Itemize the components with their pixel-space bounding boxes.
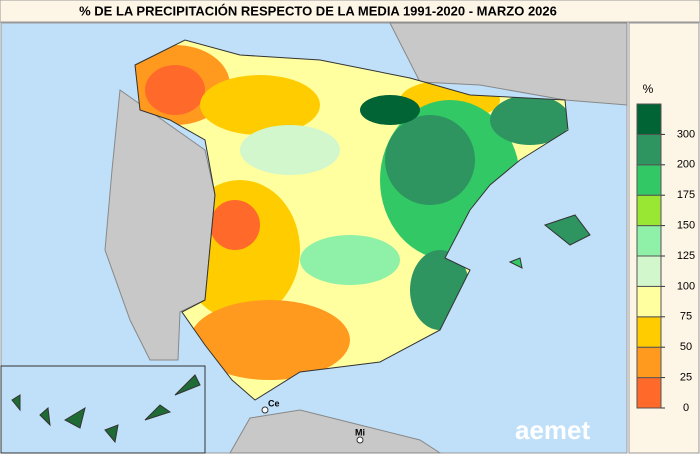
canary-inset [0, 365, 206, 454]
region [240, 125, 340, 175]
legend-swatch [636, 255, 662, 287]
legend-swatch [636, 164, 662, 196]
region [210, 200, 260, 250]
legend-tick-label: 100 [677, 280, 695, 292]
place-label: Mi [355, 427, 365, 437]
region [490, 95, 568, 145]
africa [229, 409, 442, 454]
legend-swatch [636, 346, 662, 379]
place-marker [261, 406, 269, 414]
region [300, 235, 400, 285]
region [360, 95, 420, 125]
coastline [134, 39, 569, 401]
title: % DE LA PRECIPITACIÓN RESPECTO DE LA MED… [79, 3, 557, 18]
legend-swatch [636, 285, 662, 318]
legend-swatch [636, 377, 662, 409]
legend: 0 25 50 75 100 125 150 175 200 300 [636, 103, 695, 414]
legend-swatch [636, 133, 662, 166]
place-label: Ce [268, 398, 280, 408]
region [200, 75, 320, 135]
legend-swatch [636, 194, 662, 227]
legend-swatch [636, 225, 662, 257]
legend-tick-label: 175 [677, 189, 695, 201]
legend-tick-label: 300 [677, 128, 695, 140]
balearic-islands [508, 257, 523, 269]
legend-tick-label: 200 [677, 159, 695, 171]
legend-swatch [636, 103, 662, 135]
legend-tick-label: 75 [680, 311, 692, 323]
region [190, 300, 350, 380]
title-bar [0, 0, 700, 23]
canary-islands [11, 374, 201, 444]
place-marker [356, 436, 364, 444]
legend-tick-label: 150 [677, 220, 695, 232]
legend-tick-label: 25 [680, 372, 692, 384]
balearic-islands [543, 214, 591, 246]
legend-tick-label: 0 [683, 402, 689, 414]
logo: aemet [515, 415, 590, 445]
legend-unit: % [643, 82, 654, 96]
legend-tick-label: 125 [677, 250, 695, 262]
legend-tick-label: 50 [680, 341, 692, 353]
region [145, 65, 205, 115]
legend-swatch [636, 316, 662, 348]
region [385, 115, 475, 205]
